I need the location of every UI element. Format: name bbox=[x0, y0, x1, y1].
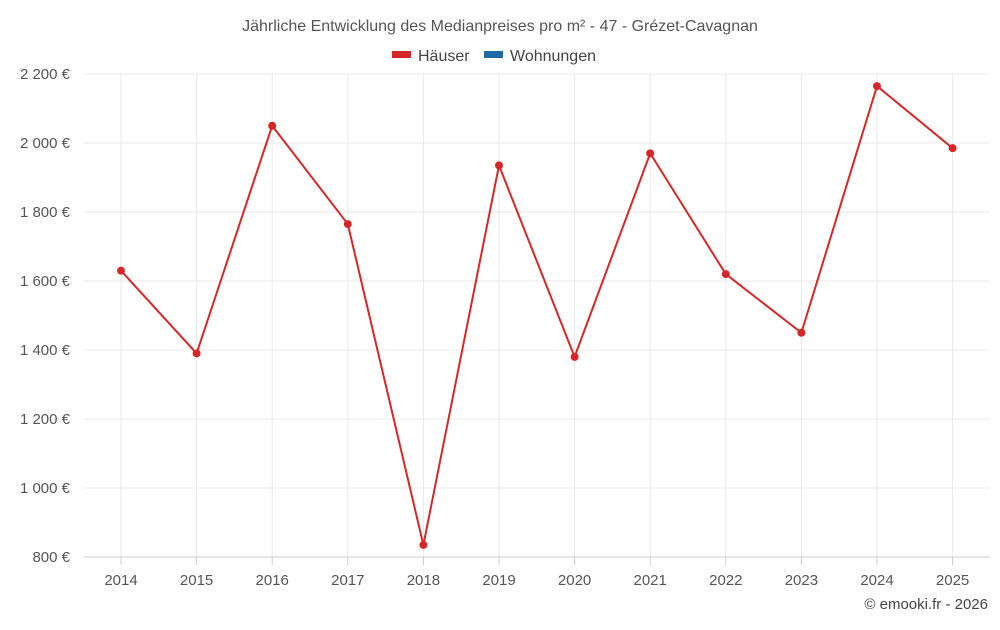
legend-label-houses[interactable]: Häuser bbox=[418, 48, 470, 65]
y-tick-label: 2 200 € bbox=[20, 66, 71, 83]
x-tick-label: 2022 bbox=[709, 572, 742, 589]
series-layer bbox=[117, 82, 957, 549]
data-point[interactable] bbox=[117, 266, 125, 275]
data-point[interactable] bbox=[797, 328, 806, 337]
x-axis-ticks: 2014 2015 2016 2017 2018 2019 2020 2021 2022 2023… bbox=[104, 557, 969, 589]
data-point[interactable] bbox=[948, 144, 957, 153]
series-line-0 bbox=[120, 85, 954, 546]
x-tick-label: 2020 bbox=[558, 572, 591, 589]
data-point[interactable] bbox=[192, 349, 201, 358]
x-tick-label: 2014 bbox=[104, 572, 137, 589]
x-tick-label: 2023 bbox=[785, 572, 818, 589]
credit-text: © emooki.fr - 2026 bbox=[864, 596, 988, 613]
chart-title: Jährliche Entwicklung des Medianpreises … bbox=[242, 18, 758, 35]
data-point[interactable] bbox=[419, 540, 428, 549]
y-gridlines bbox=[84, 73, 990, 489]
data-point[interactable] bbox=[646, 149, 655, 158]
legend-swatch-houses[interactable] bbox=[392, 51, 411, 58]
x-tick-label: 2015 bbox=[180, 572, 213, 589]
y-tick-label: 1 600 € bbox=[20, 273, 71, 290]
x-tick-label: 2025 bbox=[936, 572, 969, 589]
legend-label-apartments[interactable]: Wohnungen bbox=[510, 48, 596, 65]
data-point[interactable] bbox=[570, 352, 579, 361]
legend: Häuser Wohnungen bbox=[392, 48, 596, 65]
data-point[interactable] bbox=[721, 270, 730, 279]
y-tick-label: 1 800 € bbox=[20, 204, 71, 221]
y-tick-label: 800 € bbox=[32, 549, 70, 566]
x-tick-label: 2017 bbox=[331, 572, 364, 589]
x-tick-label: 2019 bbox=[482, 572, 515, 589]
data-point[interactable] bbox=[268, 121, 277, 130]
legend-swatch-apartments[interactable] bbox=[484, 51, 503, 58]
y-tick-label: 1 400 € bbox=[20, 342, 71, 359]
y-tick-label: 2 000 € bbox=[20, 135, 71, 152]
y-tick-label: 1 200 € bbox=[20, 411, 71, 428]
y-axis-ticks: 800 € 1 000 € 1 200 € 1 400 € 1 600 € 1 800 €… bbox=[20, 66, 71, 566]
x-tick-label: 2018 bbox=[407, 572, 440, 589]
x-gridlines bbox=[120, 74, 954, 557]
x-tick-label: 2021 bbox=[634, 572, 667, 589]
data-point[interactable] bbox=[495, 161, 503, 170]
x-tick-label: 2024 bbox=[860, 572, 893, 589]
data-point[interactable] bbox=[343, 220, 352, 229]
x-tick-label: 2016 bbox=[256, 572, 289, 589]
y-tick-label: 1 000 € bbox=[20, 480, 71, 497]
data-point[interactable] bbox=[873, 82, 881, 91]
